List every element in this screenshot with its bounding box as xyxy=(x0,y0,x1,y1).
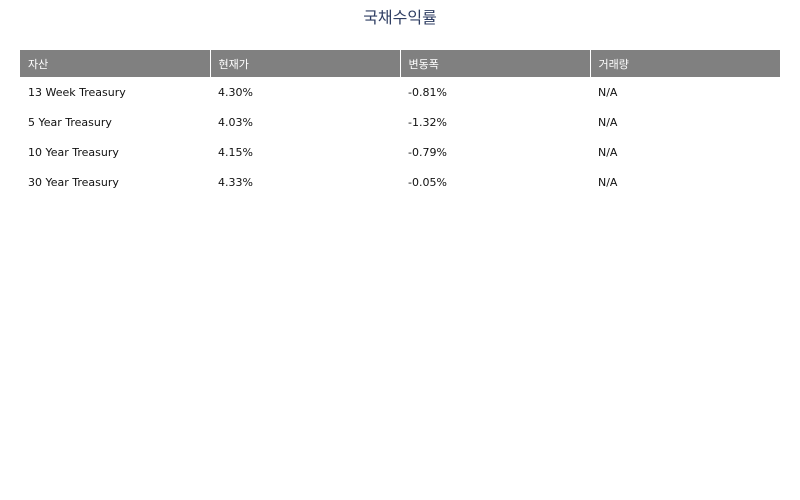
column-header-price: 현재가 xyxy=(209,50,400,77)
volume-cell: N/A xyxy=(598,115,618,129)
treasury-yields-table: 자산 현재가 변동폭 거래량 13 Week Treasury 4.30% -0… xyxy=(20,50,780,197)
table-row: 30 Year Treasury 4.33% -0.05% N/A xyxy=(20,167,780,197)
page-title: 국채수익률 xyxy=(363,8,437,27)
price-cell: 4.03% xyxy=(218,115,253,129)
volume-cell: N/A xyxy=(598,145,618,159)
asset-cell: 10 Year Treasury xyxy=(28,145,119,159)
table-header-row: 자산 현재가 변동폭 거래량 xyxy=(20,50,780,77)
asset-cell: 5 Year Treasury xyxy=(28,115,112,129)
table-row: 13 Week Treasury 4.30% -0.81% N/A xyxy=(20,77,780,107)
change-cell: -0.05% xyxy=(408,175,447,189)
table-row: 10 Year Treasury 4.15% -0.79% N/A xyxy=(20,137,780,167)
change-cell: -1.32% xyxy=(408,115,447,129)
column-header-volume: 거래량 xyxy=(589,50,780,77)
volume-cell: N/A xyxy=(598,85,618,99)
table-row: 5 Year Treasury 4.03% -1.32% N/A xyxy=(20,107,780,137)
asset-cell: 13 Week Treasury xyxy=(28,85,126,99)
volume-cell: N/A xyxy=(598,175,618,189)
price-cell: 4.15% xyxy=(218,145,253,159)
price-cell: 4.33% xyxy=(218,175,253,189)
change-cell: -0.81% xyxy=(408,85,447,99)
asset-cell: 30 Year Treasury xyxy=(28,175,119,189)
column-header-asset: 자산 xyxy=(20,50,210,77)
column-header-change: 변동폭 xyxy=(399,50,590,77)
change-cell: -0.79% xyxy=(408,145,447,159)
price-cell: 4.30% xyxy=(218,85,253,99)
